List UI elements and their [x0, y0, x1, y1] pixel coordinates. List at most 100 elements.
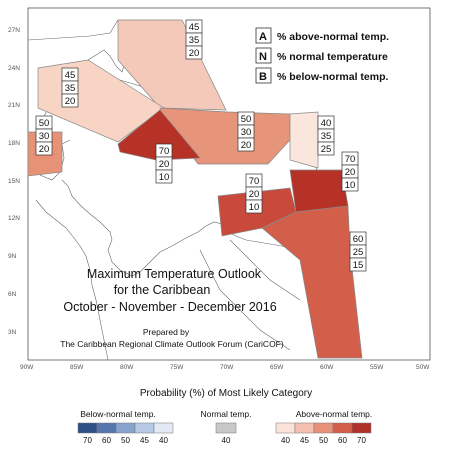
river-line-2 — [229, 239, 301, 301]
prob-box — [155, 169, 173, 184]
lon-label: 50W — [416, 364, 430, 371]
key-box-above — [255, 27, 272, 44]
prob-stack-hispaniola: 50 30 20 — [237, 111, 255, 152]
prob-value: 20 — [65, 96, 76, 107]
legend-value: 45 — [300, 436, 309, 445]
lon-axis-labels: 90W 85W 80W 75W 70W 65W 60W 55W 50W — [20, 364, 430, 371]
legend-value: 50 — [121, 436, 130, 445]
legend-swatch — [134, 422, 155, 434]
prob-value: 50 — [241, 114, 252, 125]
region-jamaica — [117, 109, 201, 161]
legend-swatch — [332, 422, 353, 434]
prob-stack-cuba: 45 35 20 — [61, 67, 79, 108]
category-key: A % above-normal temp. N % normal temper… — [255, 27, 389, 84]
region-bahamas — [117, 19, 227, 111]
probability-labels: 45 35 20 45 35 20 50 30 20 50 30 20 70 20 10 40 35 25 70 20… — [35, 19, 367, 272]
key-letter-above: A — [259, 31, 267, 43]
lat-axis-labels: 27N 24N 21N 18N 15N 12N 9N 6N 3N — [8, 27, 20, 336]
prob-value: 35 — [65, 83, 76, 94]
lon-label: 85W — [70, 364, 84, 371]
lat-label: 18N — [8, 140, 20, 147]
legend-below-label: Below-normal temp. — [80, 409, 156, 419]
prob-stack-belize: 50 30 20 — [35, 115, 53, 156]
legend-value: 40 — [159, 436, 168, 445]
lat-label: 9N — [8, 253, 17, 260]
probability-legend: Probability (%) of Most Likely Category … — [77, 388, 373, 445]
region-leeward — [289, 111, 319, 169]
lat-label: 27N — [8, 27, 20, 34]
legend-swatch — [215, 422, 237, 434]
prob-stack-bahamas: 45 35 20 — [185, 19, 203, 60]
lon-label: 70W — [220, 364, 234, 371]
prob-stack-leeward: 40 35 25 — [317, 115, 335, 156]
legend-value: 45 — [140, 436, 149, 445]
prob-value: 30 — [39, 131, 50, 142]
prob-box — [349, 257, 367, 272]
legend-title: Probability (%) of Most Likely Category — [140, 388, 312, 399]
prob-value: 20 — [39, 144, 50, 155]
legend-value: 40 — [222, 436, 231, 445]
prob-box — [185, 45, 203, 60]
legend-value: 50 — [319, 436, 328, 445]
legend-value: 70 — [83, 436, 92, 445]
legend-value: 60 — [338, 436, 347, 445]
legend-swatch — [275, 422, 296, 434]
lon-label: 80W — [120, 364, 134, 371]
region-guianas — [261, 205, 363, 359]
prob-value: 50 — [39, 118, 50, 129]
map-panel: 27N 24N 21N 18N 15N 12N 9N 6N 3N 90W 85W… — [8, 7, 431, 371]
key-text-below: % below-normal temp. — [277, 71, 389, 83]
prob-value: 35 — [321, 131, 332, 142]
prob-box — [317, 141, 335, 156]
lat-label: 3N — [8, 329, 17, 336]
key-text-above: % above-normal temp. — [277, 31, 389, 43]
map-title-line2: for the Caribbean — [114, 283, 211, 297]
map-title-line1: Maximum Temperature Outlook — [87, 267, 262, 281]
prob-value: 25 — [353, 247, 364, 258]
prob-value: 45 — [189, 22, 200, 33]
prob-value: 60 — [353, 234, 364, 245]
forum-credit-text: The Caribbean Regional Climate Outlook F… — [60, 339, 284, 349]
prob-box — [245, 199, 263, 214]
prob-value: 70 — [345, 154, 356, 165]
lat-label: 15N — [8, 178, 20, 185]
prob-box — [341, 177, 359, 192]
lon-label: 55W — [370, 364, 384, 371]
prob-stack-abc-islands: 70 20 10 — [245, 173, 263, 214]
prob-value: 10 — [159, 172, 170, 183]
key-text-normal: % normal temperature — [277, 51, 388, 63]
legend-value: 40 — [281, 436, 290, 445]
prob-box — [237, 137, 255, 152]
lon-label: 65W — [270, 364, 284, 371]
prob-value: 20 — [249, 189, 260, 200]
prob-value: 15 — [353, 260, 364, 271]
prob-value: 45 — [65, 70, 76, 81]
map-title-line3: October - November - December 2016 — [63, 300, 276, 314]
lat-label: 24N — [8, 65, 20, 72]
prob-value: 40 — [321, 118, 332, 129]
legend-swatch — [153, 422, 174, 434]
legend-above-label: Above-normal temp. — [296, 409, 373, 419]
prob-value: 10 — [249, 202, 260, 213]
lon-label: 90W — [20, 364, 34, 371]
legend-swatches: 70 60 50 45 40 40 40 45 50 60 70 — [77, 422, 372, 445]
prob-value: 30 — [241, 127, 252, 138]
map-title-block: Maximum Temperature Outlook for the Cari… — [60, 267, 284, 349]
key-letter-normal: N — [259, 51, 267, 63]
prob-box — [61, 93, 79, 108]
legend-normal-label: Normal temp. — [200, 409, 251, 419]
legend-swatch — [351, 422, 372, 434]
key-box-normal — [255, 47, 272, 64]
lat-label: 6N — [8, 291, 17, 298]
prob-stack-guianas: 60 25 15 — [349, 231, 367, 272]
legend-value: 70 — [357, 436, 366, 445]
prob-value: 20 — [159, 159, 170, 170]
prob-value: 20 — [189, 48, 200, 59]
legend-swatch — [294, 422, 315, 434]
legend-swatch — [77, 422, 98, 434]
lon-label: 60W — [320, 364, 334, 371]
lon-label: 75W — [170, 364, 184, 371]
colombia-west-coast — [85, 255, 109, 361]
